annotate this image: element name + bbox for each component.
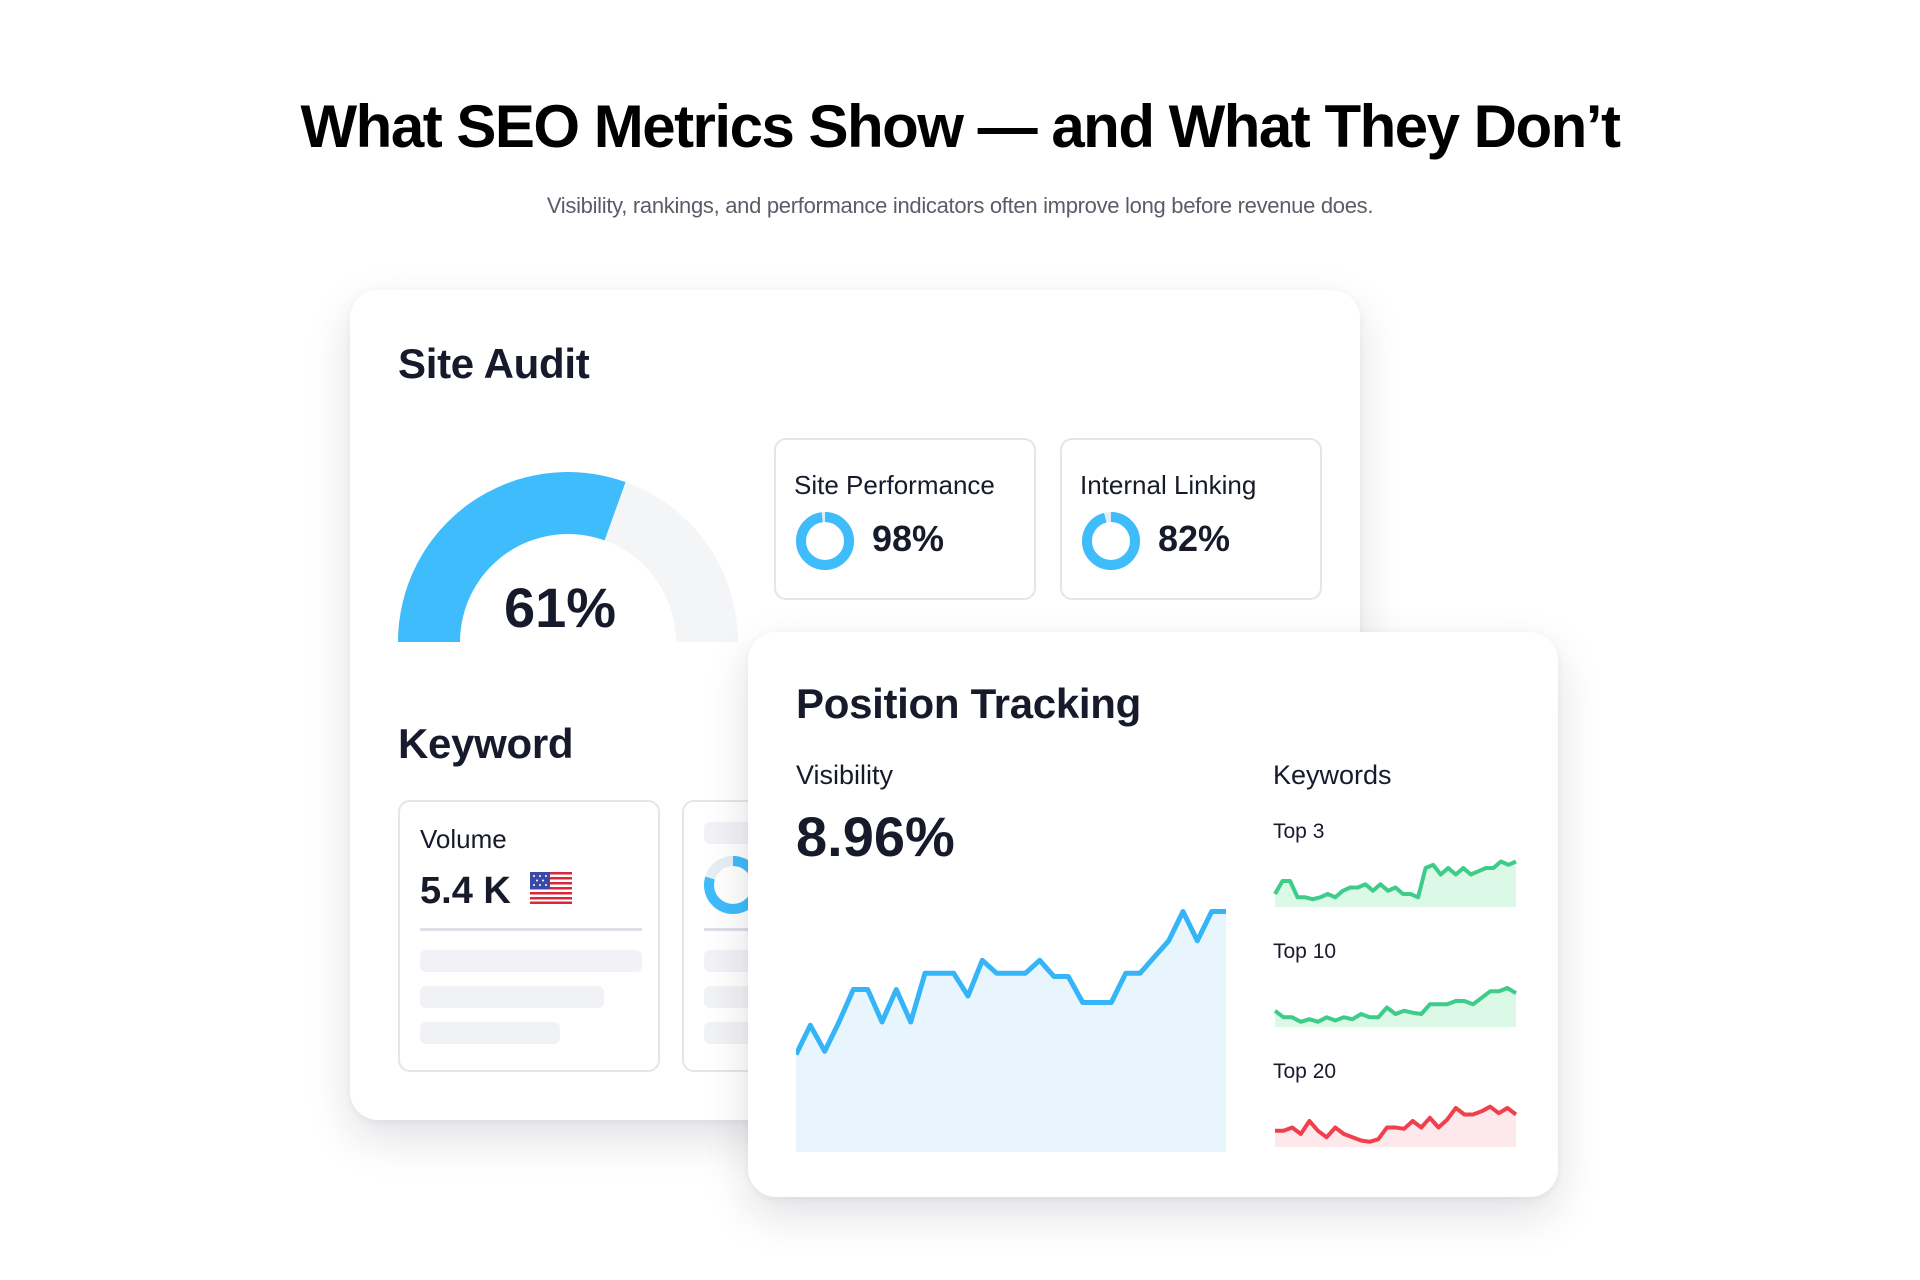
volume-value: 5.4 K bbox=[420, 870, 511, 912]
gauge-fill bbox=[398, 472, 626, 642]
visibility-chart bbox=[796, 909, 1226, 1152]
volume-card: Volume 5.4 K bbox=[398, 800, 660, 1072]
keywords-title: Keywords bbox=[1273, 760, 1392, 790]
position-tracking-card: Position Tracking Visibility 8.96% Keywo… bbox=[748, 632, 1558, 1197]
page-subtitle: Visibility, rankings, and performance in… bbox=[546, 193, 1374, 218]
keyword-title: Keyword bbox=[398, 720, 574, 767]
top-10-label: Top 10 bbox=[1273, 940, 1337, 963]
visibility-area bbox=[796, 911, 1226, 1152]
page-title: What SEO Metrics Show — and What They Do… bbox=[300, 93, 1621, 160]
sparkline-area bbox=[1275, 988, 1516, 1027]
top-3-label: Top 3 bbox=[1273, 820, 1325, 843]
top-20-sparkline bbox=[1275, 1104, 1518, 1147]
internal-linking-label: Internal Linking bbox=[1080, 470, 1257, 500]
position-tracking-title: Position Tracking bbox=[796, 680, 1141, 727]
internal-linking-ring-icon bbox=[1082, 512, 1140, 570]
sparkline-line bbox=[1273, 986, 1518, 1024]
site-performance-card: Site Performance 98% bbox=[774, 438, 1036, 600]
skeleton-line bbox=[420, 950, 642, 972]
sparkline-area bbox=[1275, 1106, 1516, 1147]
sparkline-line bbox=[1275, 1104, 1518, 1144]
top-3-sparkline bbox=[1273, 859, 1517, 907]
site-audit-title: Site Audit bbox=[398, 340, 590, 387]
visibility-label: Visibility bbox=[796, 760, 894, 790]
site-performance-value: 98% bbox=[872, 518, 945, 559]
top-20-label: Top 20 bbox=[1273, 1060, 1337, 1083]
visibility-line bbox=[796, 909, 1226, 1056]
internal-linking-value: 82% bbox=[1158, 518, 1231, 559]
volume-label: Volume bbox=[420, 824, 507, 854]
skeleton-line bbox=[420, 986, 604, 1008]
site-audit-gauge bbox=[398, 472, 738, 642]
us-flag-icon bbox=[530, 872, 572, 904]
sparkline-line bbox=[1273, 859, 1517, 902]
internal-linking-card: Internal Linking 82% bbox=[1060, 438, 1322, 600]
visibility-value: 8.96% bbox=[796, 805, 955, 868]
skeleton-line bbox=[420, 1022, 560, 1044]
volume-divider bbox=[420, 928, 642, 931]
top-10-sparkline bbox=[1273, 986, 1518, 1027]
sparkline-area bbox=[1275, 861, 1516, 907]
site-audit-score: 61% bbox=[503, 576, 617, 639]
site-performance-label: Site Performance bbox=[794, 470, 995, 500]
site-performance-ring-icon bbox=[796, 512, 854, 570]
